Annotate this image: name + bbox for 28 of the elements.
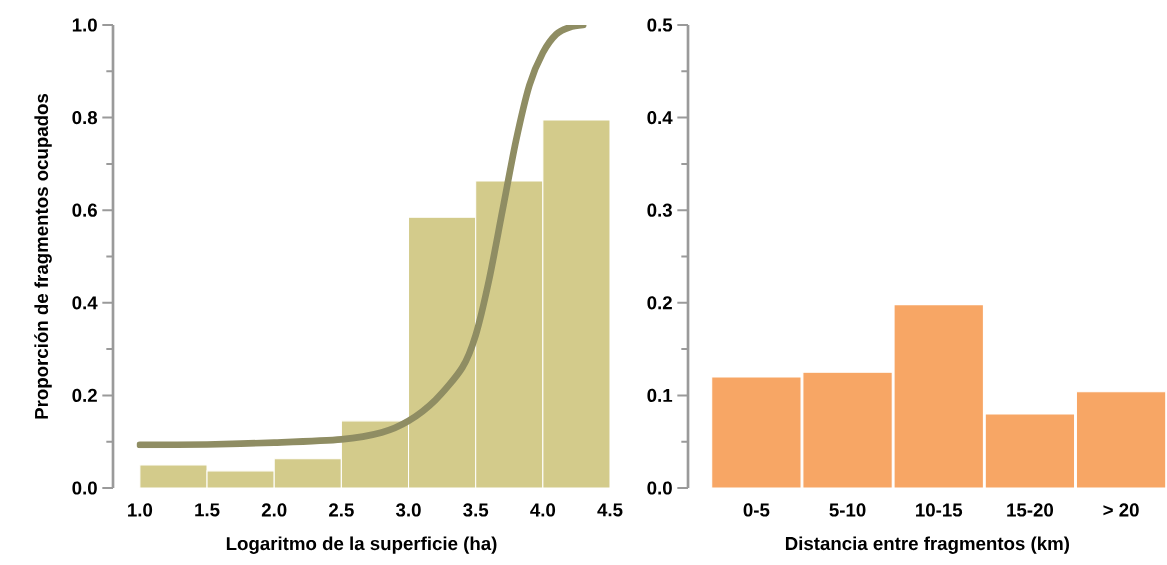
x-tick-label: 15-20 xyxy=(1007,503,1054,517)
x-tick-label: 0-5 xyxy=(743,503,770,517)
y-tick-label: 0.6 xyxy=(72,203,97,217)
x-axis-title: Logaritmo de la superficie (ha) xyxy=(226,536,497,554)
x-tick-label: 2.5 xyxy=(329,503,354,517)
y-tick-label: 1.0 xyxy=(72,18,97,32)
y-tick-label: 0.5 xyxy=(647,18,673,32)
y-tick-label: 0.1 xyxy=(647,388,673,403)
x-tick-label: 2.0 xyxy=(261,503,287,517)
x-tick-label: 5-10 xyxy=(829,503,866,517)
y-tick-label: 0.4 xyxy=(647,110,673,125)
y-tick-label: 0.3 xyxy=(647,203,672,217)
y-tick-label: 0.0 xyxy=(647,481,672,495)
x-tick-label: 1.5 xyxy=(195,503,220,517)
y-tick-label: 0.4 xyxy=(72,296,98,310)
y-axis-title: Proporción de fragmentos ocupados xyxy=(34,93,52,419)
x-tick-label: 3.5 xyxy=(463,503,489,517)
x-tick-label: 4.0 xyxy=(530,503,556,517)
y-tick-label: 0.2 xyxy=(647,296,672,310)
x-tick-label: > 20 xyxy=(1103,503,1139,517)
x-tick-label: 3.0 xyxy=(395,503,421,517)
x-tick-label: 4.5 xyxy=(597,503,623,517)
x-axis-title: Distancia entre fragmentos (km) xyxy=(785,536,1070,554)
y-tick-label: 0.0 xyxy=(72,481,97,495)
x-tick-label: 1.0 xyxy=(128,503,153,517)
y-tick-label: 0.2 xyxy=(72,388,97,403)
x-tick-label: 10-15 xyxy=(916,503,963,517)
y-tick-label: 0.8 xyxy=(72,110,98,125)
